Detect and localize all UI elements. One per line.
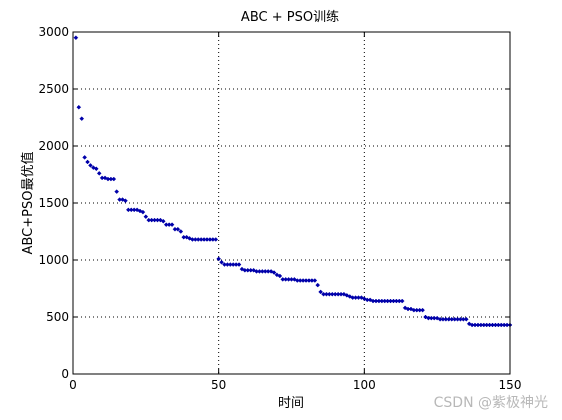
data-point <box>271 270 277 275</box>
data-point <box>347 294 353 299</box>
data-point <box>175 226 181 232</box>
data-point <box>463 316 469 322</box>
data-point <box>120 197 125 202</box>
x-tick-label: 100 <box>353 378 376 392</box>
data-point <box>111 176 117 182</box>
data-point <box>236 262 242 267</box>
data-point <box>123 198 128 204</box>
data-point <box>268 269 274 274</box>
plot-area <box>73 32 510 374</box>
y-tick-label: 3000 <box>38 25 69 39</box>
y-tick-label: 1000 <box>38 253 69 267</box>
data-point <box>420 307 425 313</box>
data-point <box>140 209 146 215</box>
y-tick-label: 1500 <box>38 196 69 210</box>
y-tick-label: 0 <box>61 367 69 381</box>
data-point <box>434 315 440 321</box>
data-point <box>102 175 108 181</box>
data-point <box>79 116 85 121</box>
y-tick-label: 2500 <box>38 82 69 96</box>
data-point <box>408 306 414 312</box>
data-points <box>73 35 513 328</box>
data-point <box>96 171 102 176</box>
data-point <box>169 222 175 228</box>
data-point <box>312 278 318 283</box>
y-tick-label: 500 <box>46 310 69 324</box>
data-point <box>76 104 82 110</box>
data-point <box>88 163 93 168</box>
x-axis-label: 时间 <box>278 396 304 411</box>
data-point <box>73 35 79 41</box>
watermark: CSDN @紫极神光 <box>434 395 548 411</box>
data-point <box>216 256 222 262</box>
data-point <box>143 214 149 220</box>
data-point <box>399 298 405 304</box>
x-tick-label: 150 <box>499 378 522 392</box>
x-tick-label: 0 <box>69 378 77 392</box>
data-point <box>315 282 321 288</box>
data-point <box>178 229 184 234</box>
data-point <box>251 267 256 273</box>
data-point <box>213 237 219 242</box>
data-point <box>277 273 283 279</box>
y-axis-label: ABC+PSO最优值 <box>20 152 36 255</box>
data-point <box>93 166 99 172</box>
data-point <box>85 159 90 165</box>
data-point <box>137 208 143 214</box>
data-point <box>219 259 224 265</box>
data-point <box>160 218 166 224</box>
data-point <box>114 189 120 194</box>
data-point <box>318 289 323 295</box>
chart-title: ABC + PSO训练 <box>241 10 339 25</box>
data-point <box>82 155 88 160</box>
y-tick-label: 2000 <box>38 139 69 153</box>
x-tick-label: 50 <box>211 378 226 392</box>
